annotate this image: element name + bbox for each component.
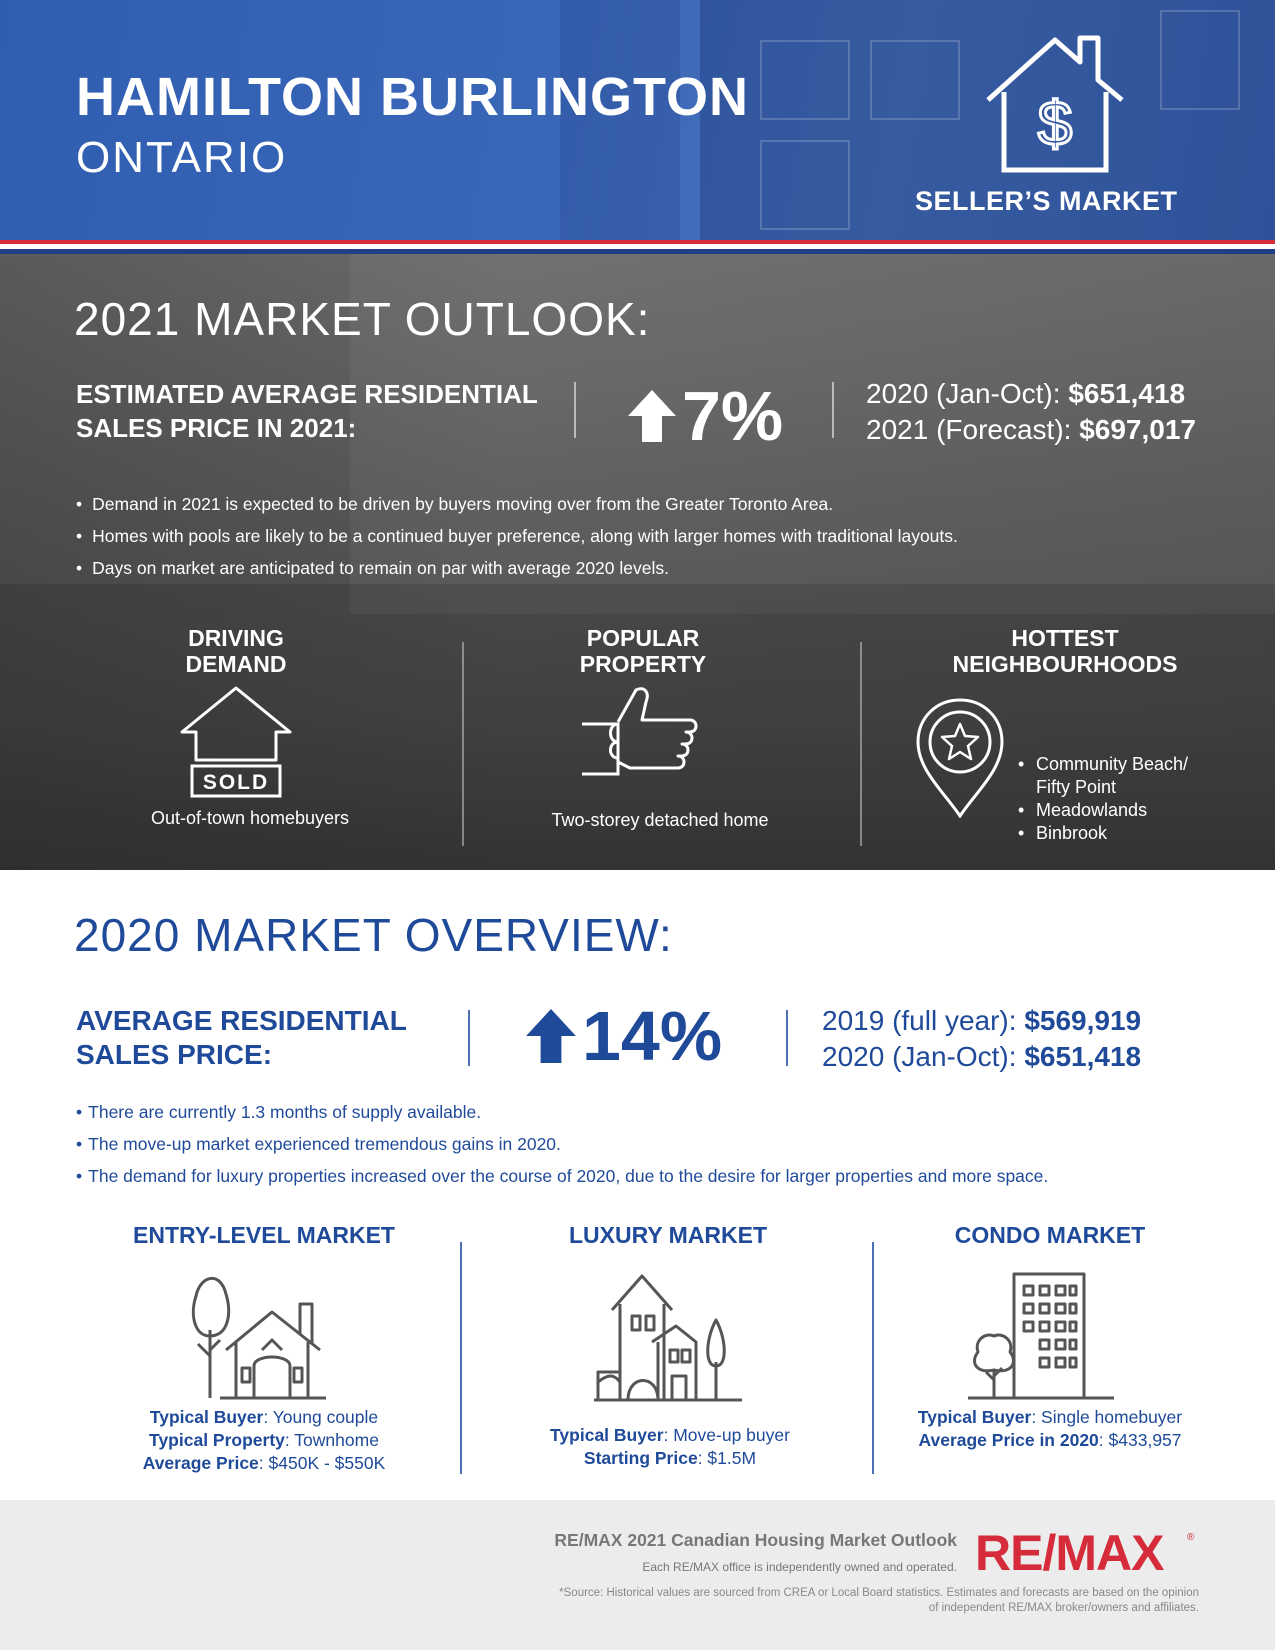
luxury-details: Typical Buyer: Move-up buyer Starting Pr… <box>550 1425 790 1468</box>
overview-price-label: AVERAGE RESIDENTIAL SALES PRICE: <box>76 1005 407 1070</box>
overview-prices: 2019 (full year): $569,919 2020 (Jan-Oct… <box>822 1003 1141 1075</box>
outlook-price-label: ESTIMATED AVERAGE RESIDENTIAL SALES PRIC… <box>76 379 538 443</box>
location-star-icon <box>916 698 1004 818</box>
svg-text:SOLD: SOLD <box>203 771 269 794</box>
divider <box>860 642 862 846</box>
divider <box>462 642 464 846</box>
list-item: Community Beach/ Fifty Point <box>1018 753 1218 799</box>
outlook-prices: 2020 (Jan-Oct): $651,418 2021 (Forecast)… <box>866 376 1196 448</box>
price-row: 2019 (full year): $569,919 <box>822 1005 1142 1036</box>
svg-text:RE/MAX: RE/MAX <box>975 1528 1164 1576</box>
thumbs-up-icon <box>582 687 698 776</box>
divider <box>468 1010 470 1066</box>
condo-details: Typical Buyer: Single homebuyer Average … <box>917 1407 1183 1450</box>
overview-bullets: There are currently 1.3 months of supply… <box>76 1096 1048 1192</box>
page-subtitle: ONTARIO <box>76 133 288 182</box>
entry-level-details: Typical Buyer: Young couple Typical Prop… <box>142 1407 386 1473</box>
driving-demand-heading: DRIVING DEMAND <box>185 625 287 677</box>
popular-property-caption: Two-storey detached home <box>551 810 769 830</box>
outlook-change-value: 7% <box>682 377 784 455</box>
entry-level-heading: ENTRY-LEVEL MARKET <box>133 1222 395 1248</box>
list-item: Binbrook <box>1018 822 1218 845</box>
svg-text:®: ® <box>1187 1532 1195 1543</box>
overview-title: 2020 MARKET OVERVIEW: <box>74 909 673 961</box>
up-arrow-icon <box>628 390 676 442</box>
divider <box>786 1010 788 1066</box>
neighbourhood-list: Community Beach/ Fifty Point Meadowlands… <box>1018 753 1218 845</box>
outlook-change: 7% <box>628 376 783 456</box>
list-item: Demand in 2021 is expected to be driven … <box>76 488 958 520</box>
overview-change: 14% <box>526 996 722 1076</box>
outlook-title: 2021 MARKET OUTLOOK: <box>74 293 651 345</box>
footer-source-note: *Source: Historical values are sourced f… <box>559 1587 1199 1614</box>
luxury-home-icon <box>594 1274 742 1402</box>
page-title: HAMILTON BURLINGTON <box>76 67 749 127</box>
svg-text:$: $ <box>1038 90 1072 159</box>
list-item: Days on market are anticipated to remain… <box>76 552 958 584</box>
list-item: Meadowlands <box>1018 799 1218 822</box>
condo-building-icon <box>968 1272 1114 1400</box>
market-status-label: SELLER’S MARKET <box>915 186 1178 216</box>
divider <box>574 382 576 438</box>
popular-property-heading: POPULAR PROPERTY <box>579 625 707 677</box>
price-row: 2021 (Forecast): $697,017 <box>866 414 1196 445</box>
divider <box>872 1242 874 1474</box>
footer <box>0 1500 1275 1650</box>
list-item: Homes with pools are likely to be a cont… <box>76 520 958 552</box>
hottest-neighbourhoods-heading: HOTTEST NEIGHBOURHOODS <box>952 625 1178 677</box>
outlook-bullets: Demand in 2021 is expected to be driven … <box>76 488 958 584</box>
list-item: The move-up market experienced tremendou… <box>76 1128 1048 1160</box>
footer-title: RE/MAX 2021 Canadian Housing Market Outl… <box>554 1530 957 1550</box>
price-row: 2020 (Jan-Oct): $651,418 <box>866 378 1186 409</box>
price-row: 2020 (Jan-Oct): $651,418 <box>822 1041 1142 1072</box>
house-dollar-icon: $ <box>986 35 1124 173</box>
house-tree-icon <box>191 1276 326 1400</box>
list-item: There are currently 1.3 months of supply… <box>76 1096 1048 1128</box>
up-arrow-icon <box>526 1009 576 1063</box>
remax-logo: RE/MAX ® <box>975 1528 1195 1576</box>
footer-disclaimer: Each RE/MAX office is independently owne… <box>642 1560 957 1574</box>
header-divider <box>0 240 1275 254</box>
driving-demand-caption: Out-of-town homebuyers <box>150 808 350 828</box>
condo-heading: CONDO MARKET <box>954 1222 1146 1248</box>
luxury-heading: LUXURY MARKET <box>568 1222 768 1248</box>
divider <box>460 1242 462 1474</box>
divider <box>832 382 834 438</box>
sold-house-icon: SOLD <box>180 686 292 798</box>
header-banner <box>0 0 1275 240</box>
overview-change-value: 14% <box>582 997 723 1075</box>
list-item: The demand for luxury properties increas… <box>76 1160 1048 1192</box>
